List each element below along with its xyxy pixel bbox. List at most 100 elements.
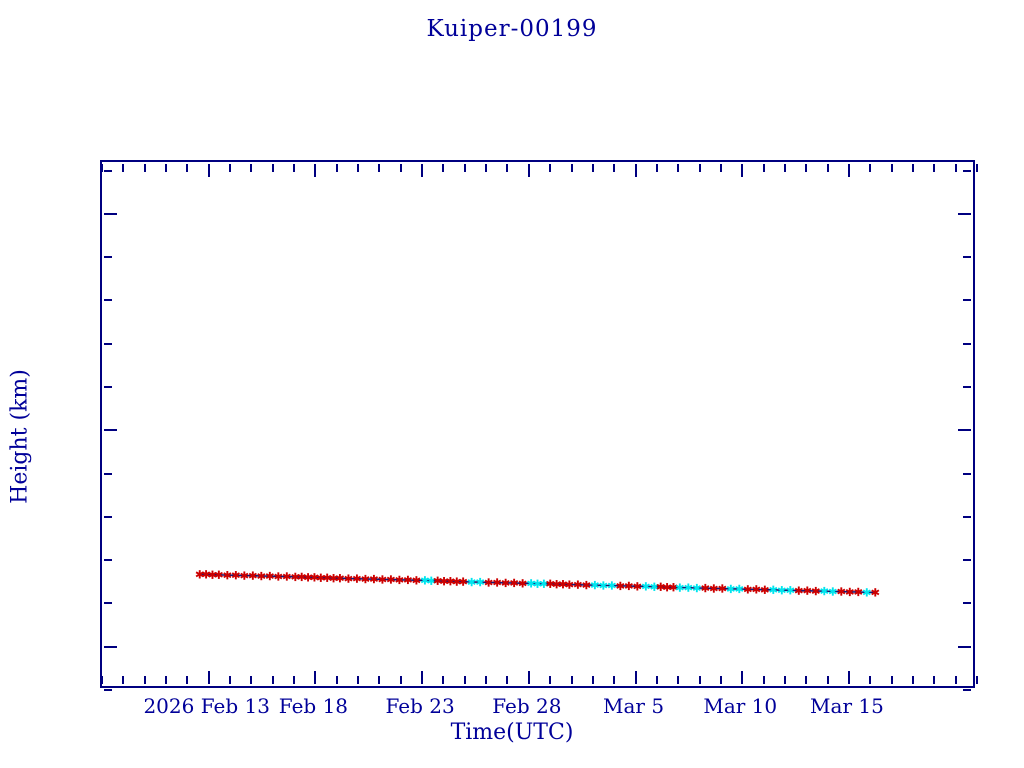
data-point-marker <box>828 587 837 596</box>
data-point-marker <box>248 571 257 580</box>
data-point-marker <box>709 584 718 593</box>
x-tick-minor-top <box>719 164 722 172</box>
y-tick-minor-right <box>963 256 971 259</box>
x-tick-minor-top <box>335 164 338 172</box>
x-tick-minor <box>954 676 957 684</box>
data-point-marker <box>323 573 332 582</box>
data-point-marker <box>803 586 812 595</box>
x-tick-minor <box>613 676 616 684</box>
y-axis-title: Height (km) <box>7 369 33 504</box>
data-point-marker <box>684 583 693 592</box>
x-tick-minor-top <box>399 164 402 172</box>
x-tick-label: Mar 10 <box>703 694 778 718</box>
data-point-marker <box>546 579 555 588</box>
data-point-marker <box>265 571 274 581</box>
data-point-marker <box>433 576 442 585</box>
x-tick-minor-top <box>613 164 616 172</box>
data-point-marker <box>718 584 727 593</box>
data-point-marker <box>446 577 455 586</box>
y-tick-minor-right <box>963 386 971 389</box>
x-tick-major-top <box>741 164 744 177</box>
data-point-marker <box>361 574 370 584</box>
x-tick-major-top <box>634 164 637 177</box>
x-tick-major <box>527 671 530 684</box>
y-tick-minor <box>104 169 112 172</box>
data-point-marker <box>558 580 568 589</box>
x-tick-minor <box>805 676 808 684</box>
y-tick-minor <box>104 472 112 475</box>
x-tick-major-top <box>314 164 317 177</box>
data-point-marker <box>769 585 778 594</box>
y-tick-minor-right <box>963 299 971 302</box>
data-point-marker <box>467 577 476 587</box>
x-tick-minor <box>762 676 765 684</box>
data-point-marker <box>565 580 574 589</box>
x-tick-minor-top <box>378 164 381 172</box>
data-point-marker <box>656 582 665 591</box>
x-tick-label: Feb 18 <box>278 694 349 718</box>
x-tick-minor <box>698 676 701 684</box>
x-tick-minor-top <box>271 164 274 172</box>
y-tick-minor <box>104 689 112 691</box>
y-tick-major <box>104 429 117 432</box>
data-point-marker <box>386 575 396 584</box>
x-tick-minor <box>591 676 594 684</box>
data-point-marker <box>854 587 863 597</box>
data-point-marker <box>240 571 249 580</box>
x-tick-minor <box>976 676 978 684</box>
y-tick-minor <box>104 299 112 302</box>
data-point-marker <box>701 583 710 593</box>
x-tick-minor-top <box>101 164 103 172</box>
x-tick-minor-top <box>591 164 594 172</box>
x-tick-label: Feb 23 <box>385 694 455 718</box>
data-series-layer <box>195 570 880 597</box>
x-tick-major <box>634 671 637 684</box>
x-tick-minor-top <box>783 164 786 172</box>
plot-area <box>100 160 978 691</box>
data-point-marker <box>607 581 616 590</box>
data-point-marker <box>484 578 493 587</box>
data-point-marker <box>493 578 502 587</box>
data-point-marker <box>582 580 591 590</box>
data-point-marker <box>202 570 211 579</box>
x-tick-minor-top <box>506 164 509 172</box>
x-tick-minor-top <box>677 164 680 172</box>
data-point-marker <box>820 586 829 596</box>
x-tick-minor <box>271 676 274 684</box>
x-tick-major-top <box>527 164 530 177</box>
data-point-marker <box>310 573 319 582</box>
data-point-marker <box>297 572 306 582</box>
x-tick-label: 2026 Feb 13 <box>143 694 270 718</box>
y-tick-minor-right <box>963 602 971 605</box>
data-point-marker <box>675 583 684 592</box>
data-point-marker <box>214 570 223 579</box>
x-tick-minor-top <box>570 164 573 172</box>
data-point-marker <box>786 586 795 595</box>
x-tick-minor-top <box>869 164 872 172</box>
chart-title: Kuiper-00199 <box>426 16 598 42</box>
data-point-marker <box>871 588 880 597</box>
y-tick-minor-right <box>963 472 971 475</box>
x-tick-major <box>314 671 317 684</box>
data-point-marker <box>633 582 642 591</box>
x-tick-minor <box>890 676 893 684</box>
data-point-marker <box>599 581 608 590</box>
data-point-marker <box>735 584 744 594</box>
data-point-marker <box>344 574 353 583</box>
y-tick-minor <box>104 386 112 389</box>
x-tick-minor <box>186 676 189 684</box>
x-tick-minor-top <box>122 164 125 172</box>
data-point-marker <box>616 581 625 591</box>
x-tick-minor-top <box>442 164 445 172</box>
data-point-marker <box>282 572 291 581</box>
data-point-marker <box>760 585 769 594</box>
x-tick-major-top <box>847 164 850 177</box>
x-tick-label: Mar 5 <box>603 694 665 718</box>
y-tick-major-right <box>958 212 971 215</box>
x-tick-minor-top <box>762 164 765 172</box>
x-tick-minor-top <box>186 164 189 172</box>
y-tick-major <box>104 212 117 215</box>
x-tick-minor <box>655 676 658 684</box>
y-tick-minor <box>104 602 112 605</box>
x-tick-minor-top <box>293 164 296 172</box>
